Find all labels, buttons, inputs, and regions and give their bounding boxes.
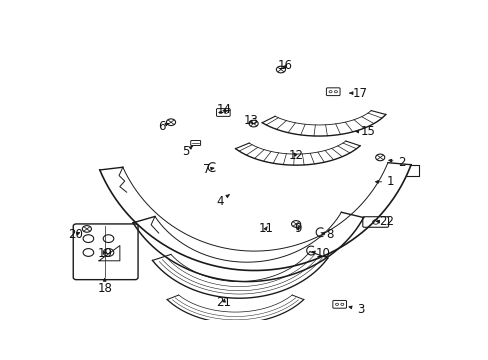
- Text: 8: 8: [320, 228, 333, 241]
- Text: 21: 21: [216, 296, 231, 309]
- FancyBboxPatch shape: [73, 224, 138, 280]
- FancyBboxPatch shape: [362, 217, 388, 227]
- Text: 15: 15: [354, 125, 375, 138]
- Text: 22: 22: [376, 216, 394, 229]
- Text: 12: 12: [288, 149, 303, 162]
- Text: 4: 4: [216, 195, 229, 208]
- Text: 6: 6: [158, 120, 168, 133]
- Text: 13: 13: [243, 114, 258, 127]
- Text: 3: 3: [348, 303, 364, 316]
- Text: 19: 19: [97, 247, 112, 260]
- Text: 11: 11: [258, 222, 273, 235]
- FancyBboxPatch shape: [326, 88, 339, 96]
- Text: 17: 17: [349, 87, 367, 100]
- Text: 18: 18: [97, 278, 112, 295]
- Text: 10: 10: [311, 247, 329, 260]
- Text: 2: 2: [388, 156, 405, 169]
- Text: 16: 16: [277, 59, 292, 72]
- Text: 20: 20: [67, 228, 82, 241]
- Text: 1: 1: [375, 175, 394, 188]
- FancyBboxPatch shape: [190, 140, 200, 145]
- Text: 14: 14: [216, 103, 231, 116]
- Text: 9: 9: [294, 222, 301, 235]
- Text: 7: 7: [203, 163, 213, 176]
- FancyBboxPatch shape: [216, 109, 230, 116]
- FancyBboxPatch shape: [332, 301, 346, 308]
- Text: 5: 5: [182, 145, 192, 158]
